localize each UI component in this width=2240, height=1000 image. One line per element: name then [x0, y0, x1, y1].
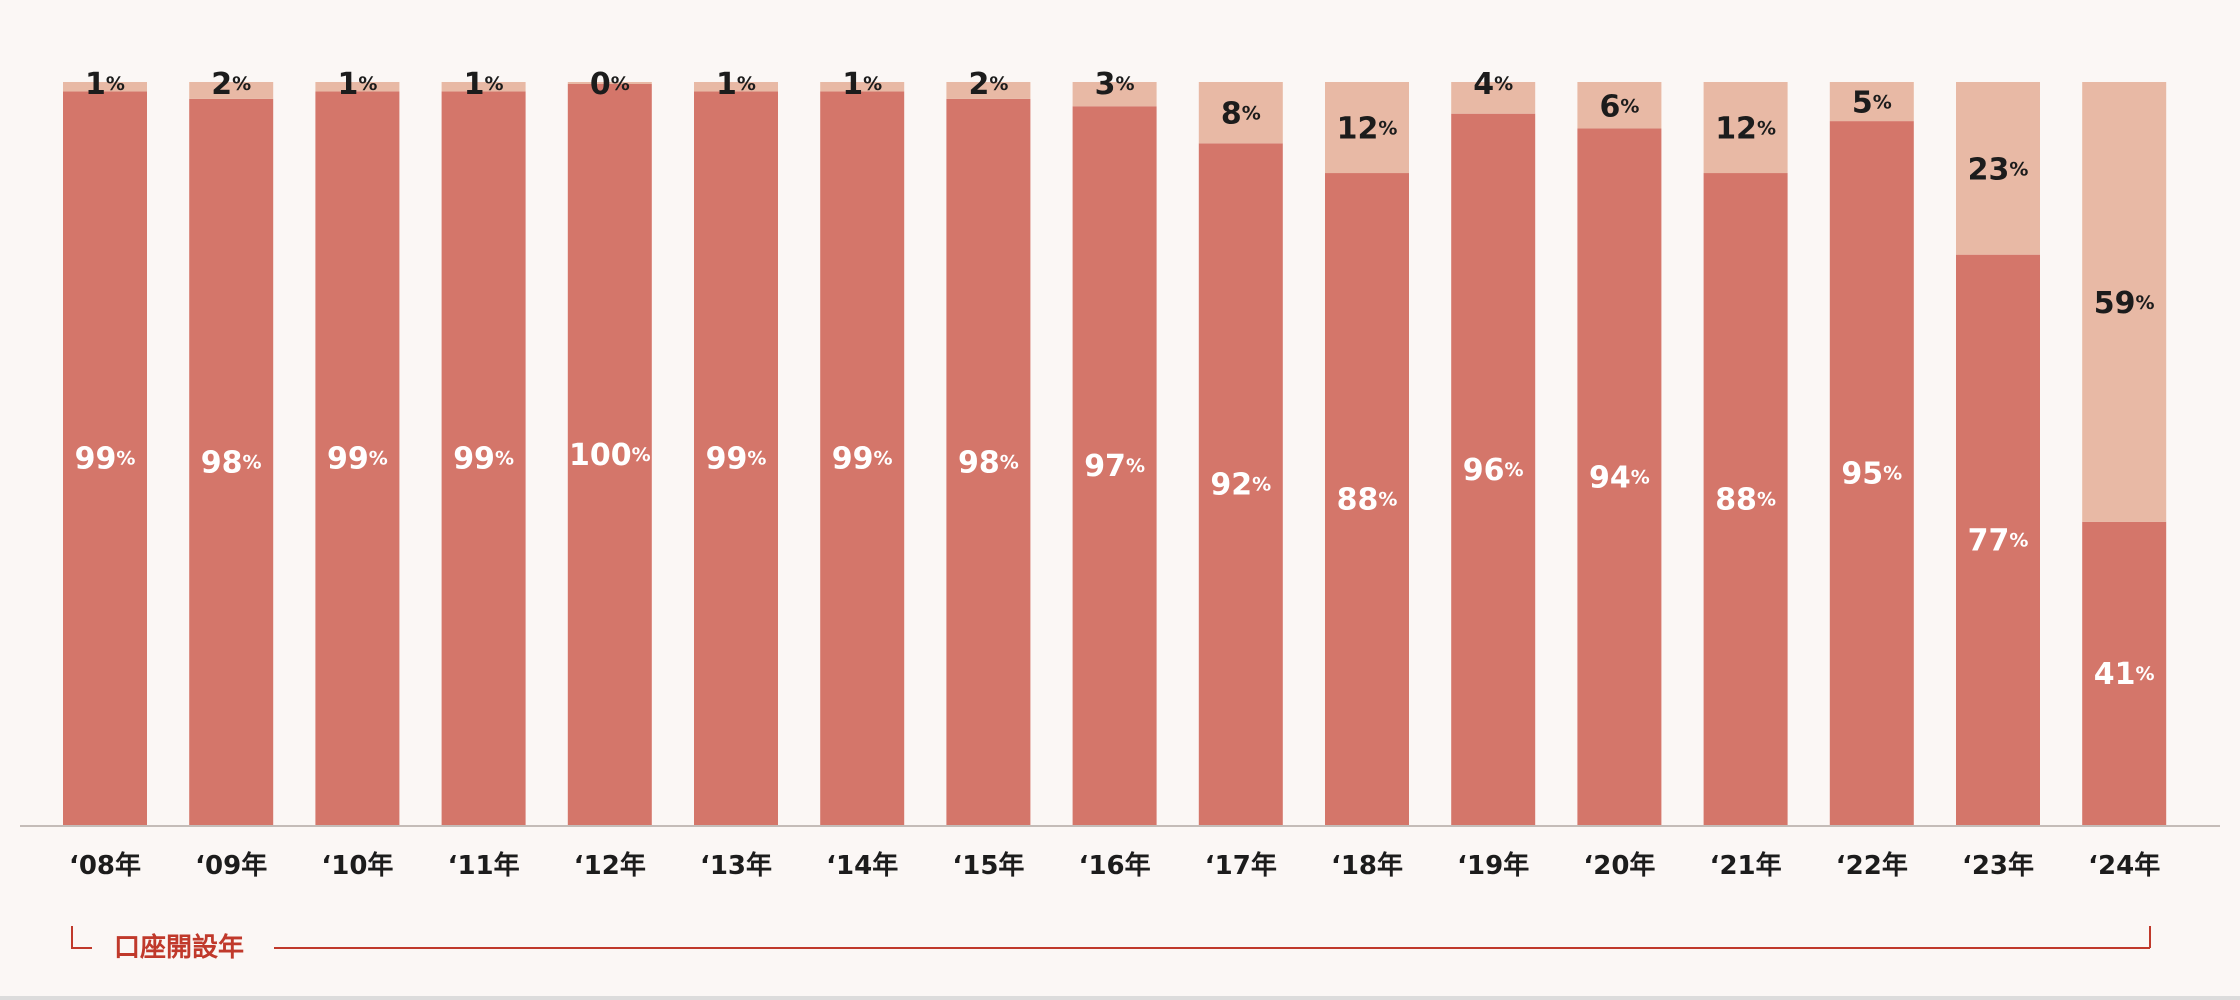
bar-segment-top [820, 82, 905, 92]
bar-segment-main [1198, 143, 1283, 827]
bar-value-label-main: 99% [706, 441, 767, 476]
bar-segment-main [63, 91, 147, 827]
bar-segment-top [567, 82, 652, 84]
bar-value-label-main: 88% [1715, 482, 1776, 517]
bar-value-label-main: 99% [453, 441, 514, 476]
bar-segment-top [2082, 82, 2167, 522]
x-tick-label: ‘18年 [1331, 850, 1403, 881]
bar-value-label-main: 98% [201, 445, 262, 480]
bar-segment-main [1829, 121, 1914, 827]
bar-value-label-top: 2% [211, 67, 251, 102]
x-tick-label: ‘16年 [1079, 850, 1151, 881]
x-tick-label: ‘08年 [69, 850, 141, 881]
bar-value-label-top: 1% [337, 67, 377, 102]
bar-segment-main [1956, 254, 2040, 826]
x-tick-label: ‘10年 [321, 850, 393, 881]
bar-segment-main [315, 91, 400, 827]
x-tick-labels-layer: ‘08年 ‘09年 ‘10年 ‘11年 ‘12年 ‘13年 ‘14年 ‘15年 ‘16年 ‘17年… [69, 850, 2160, 881]
bar-value-label-main: 97% [1084, 449, 1145, 484]
bar-value-label-main: 98% [958, 445, 1019, 480]
bar-segment-main [1703, 173, 1788, 827]
bar-value-label-main: 96% [1463, 452, 1524, 487]
bar-segment-main [820, 91, 905, 827]
bar-value-label-top: 1% [842, 67, 882, 102]
bar-segment-main [694, 91, 778, 827]
x-axis-title-group: 口座開設年 [71, 926, 2151, 963]
bar-segment-main [1451, 113, 1536, 827]
x-tick-label: ‘24年 [2088, 850, 2160, 881]
bar-segment-main [189, 98, 274, 827]
x-tick-label: ‘15年 [952, 850, 1024, 881]
bar-value-label-main: 77% [1968, 523, 2029, 558]
bar-value-label-top: 3% [1095, 67, 1135, 102]
bar-segment-top [315, 82, 400, 92]
bar-value-label-main: 41% [2094, 656, 2155, 691]
bar-value-label-main: 99% [832, 441, 893, 476]
bar-value-label-top: 1% [85, 67, 125, 102]
bar-value-label-top: 2% [968, 67, 1008, 102]
bar-value-label-main: 94% [1589, 460, 1650, 495]
bar-segment-main [946, 98, 1031, 827]
bar-segment-top [189, 82, 274, 99]
bar-value-label-top: 1% [716, 67, 756, 102]
bar-value-label-top: 6% [1599, 89, 1639, 124]
page-bottom-rule [0, 996, 2240, 1000]
bar-segment-top [1956, 82, 2040, 255]
x-tick-label: ‘12年 [574, 850, 646, 881]
x-tick-label: ‘09年 [195, 850, 267, 881]
axis-bracket-left [71, 926, 92, 949]
bar-segment-main [567, 84, 652, 826]
bar-value-label-main: 99% [327, 441, 388, 476]
bar-value-label-main: 88% [1337, 482, 1398, 517]
bar-value-label-top: 12% [1337, 111, 1398, 146]
bar-segment-top [441, 82, 526, 92]
bar-segment-main [441, 91, 526, 827]
bar-segment-top [1829, 82, 1914, 122]
value-labels-layer: 99% 1% 98% 2% 99% 1% 99% 1% 100% 0% 99% 1% 99% 1% 98% 2… [75, 67, 2155, 692]
x-tick-label: ‘17年 [1205, 850, 1277, 881]
bar-value-label-main: 100% [569, 438, 651, 473]
bar-value-label-top: 1% [464, 67, 504, 102]
bar-segment-top [1703, 82, 1788, 174]
x-tick-label: ‘19年 [1457, 850, 1529, 881]
bar-value-label-main: 92% [1210, 467, 1271, 502]
bar-segment-main [2082, 521, 2167, 826]
x-tick-label: ‘21年 [1710, 850, 1782, 881]
bar-value-label-top: 23% [1968, 152, 2029, 187]
bar-segment-top [1072, 82, 1157, 107]
x-tick-label: ‘23年 [1962, 850, 2034, 881]
x-tick-label: ‘14年 [826, 850, 898, 881]
bar-value-label-top: 12% [1715, 111, 1776, 146]
bar-segment-top [1198, 82, 1283, 144]
bar-segment-top [946, 82, 1031, 99]
bar-value-label-top: 5% [1852, 85, 1892, 120]
bar-value-label-main: 95% [1841, 456, 1902, 491]
x-tick-label: ‘20年 [1583, 850, 1655, 881]
x-axis-title: 口座開設年 [114, 932, 244, 963]
x-tick-label: ‘22年 [1836, 850, 1908, 881]
bar-segment-top [1577, 82, 1662, 129]
bar-value-label-top: 8% [1221, 96, 1261, 131]
bar-value-label-top: 59% [2094, 285, 2155, 320]
bar-segment-main [1072, 106, 1157, 826]
bar-value-label-top: 4% [1473, 67, 1513, 102]
bar-segment-main [1325, 173, 1409, 827]
x-tick-label: ‘13年 [700, 850, 772, 881]
bar-segment-top [694, 82, 778, 92]
bar-value-label-main: 99% [75, 441, 136, 476]
bar-segment-top [1451, 82, 1536, 114]
bar-segment-top [63, 82, 147, 92]
bar-segment-main [1577, 128, 1662, 826]
bar-value-label-top: 0% [590, 67, 630, 102]
bars-layer [63, 82, 2167, 827]
bar-segment-top [1325, 82, 1409, 174]
x-tick-label: ‘11年 [448, 850, 520, 881]
